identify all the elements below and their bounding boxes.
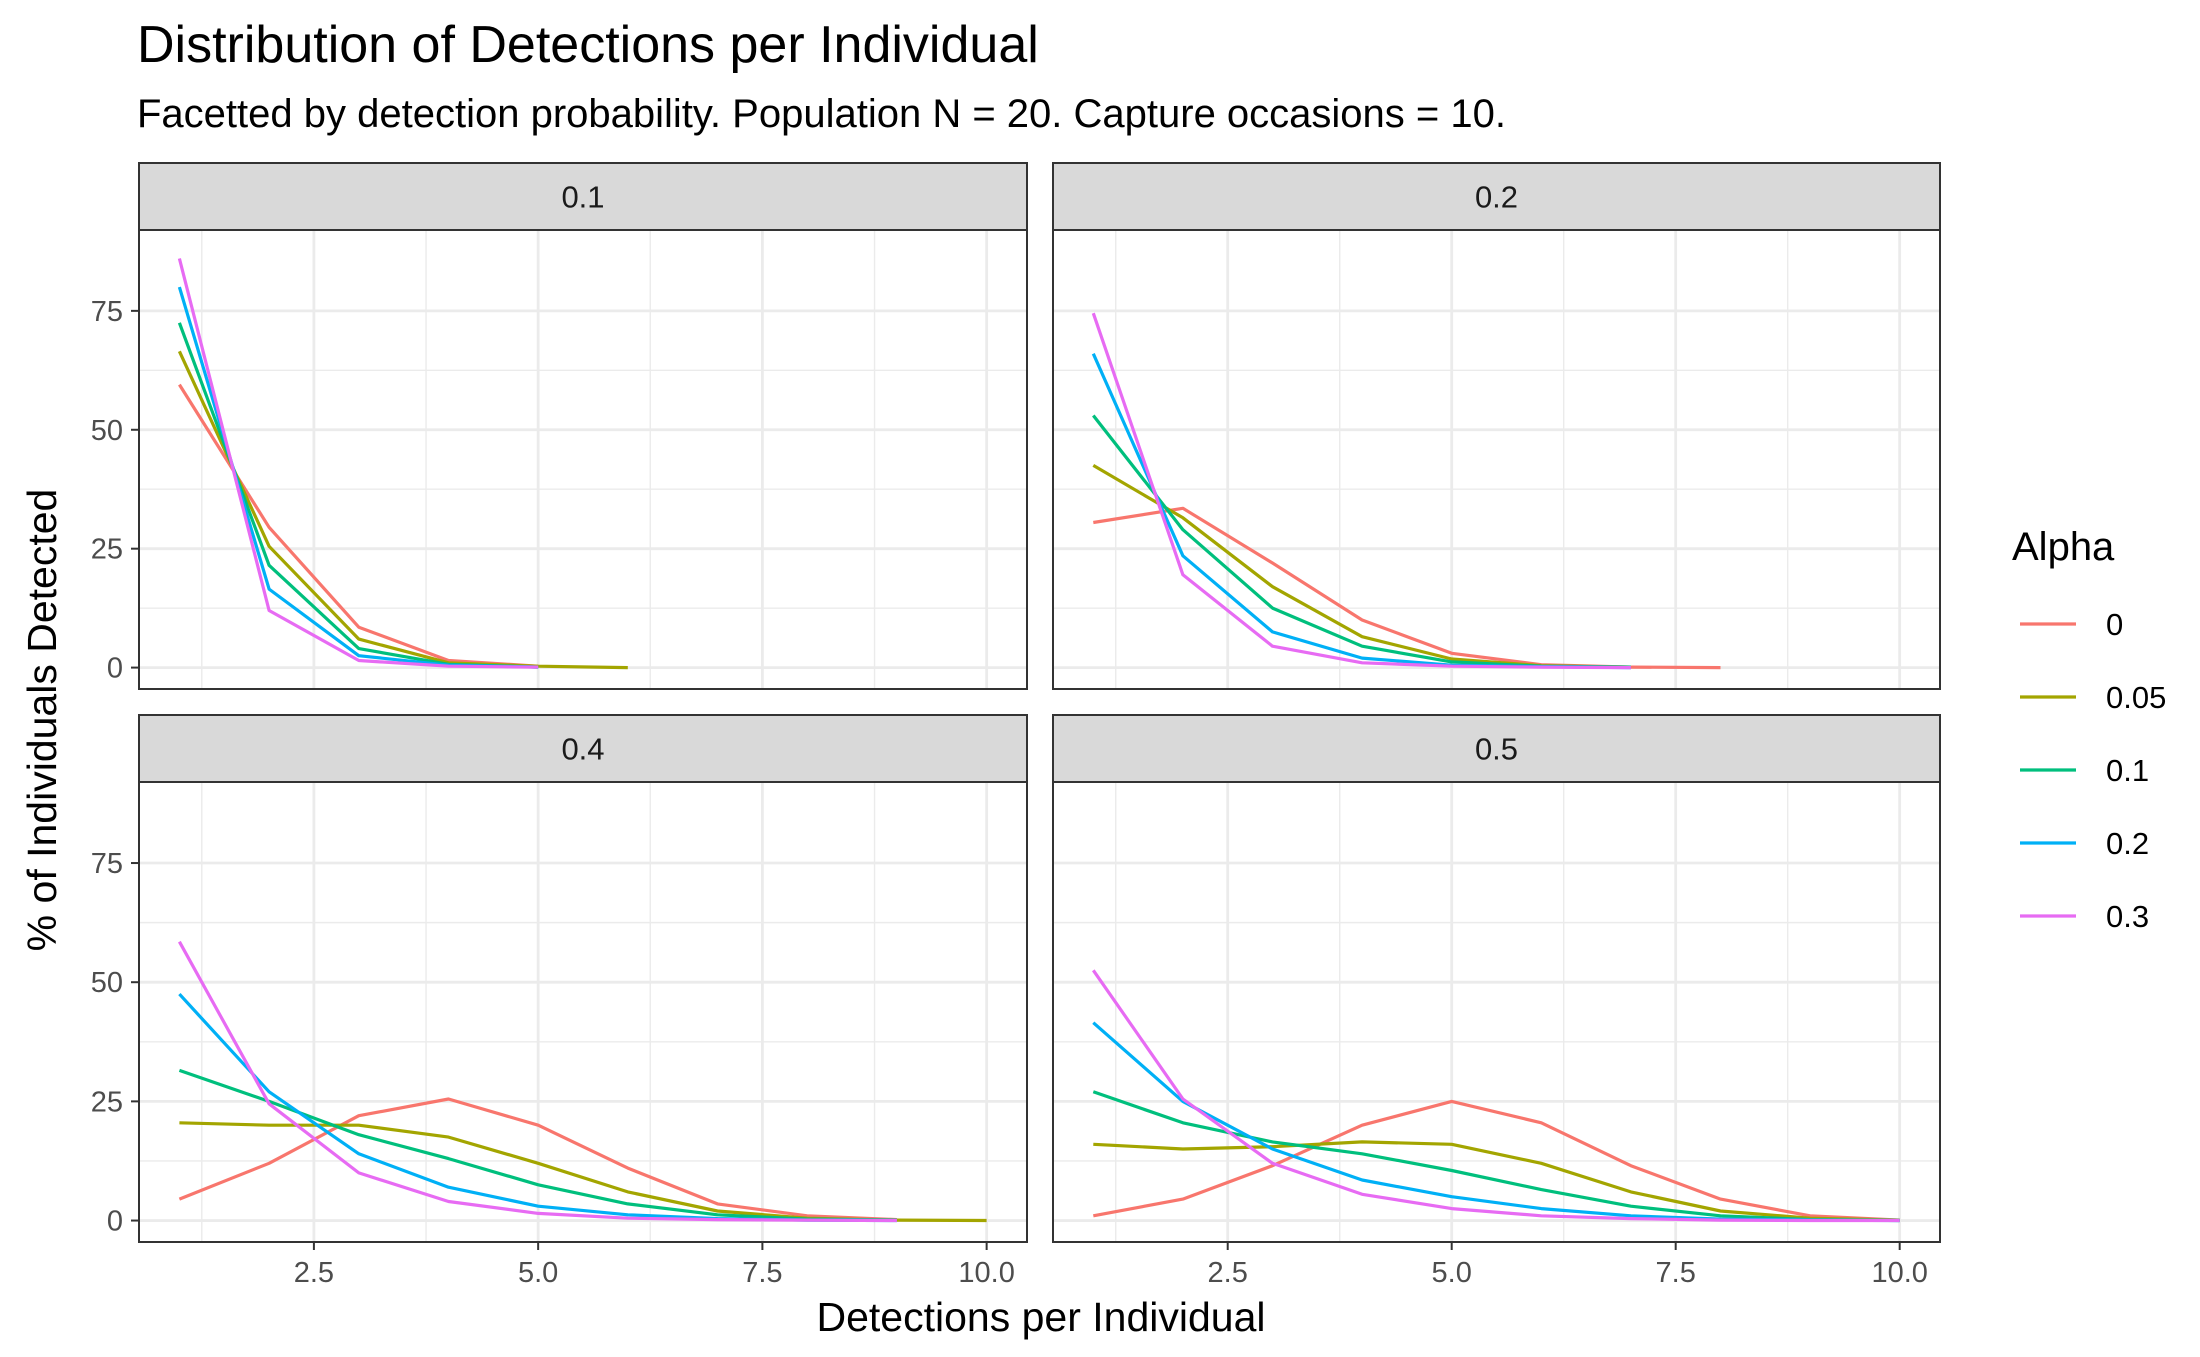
plot-background <box>1053 230 1940 689</box>
plot-background <box>1053 782 1940 1242</box>
legend-label: 0 <box>2106 607 2123 642</box>
x-tick-label: 10.0 <box>1871 1257 1927 1289</box>
y-tick-label: 50 <box>91 415 123 447</box>
facet-panel: 0.4 0 25 50 75 2.5 5.0 7.5 10.0 <box>91 714 1028 1289</box>
y-tick-label: 25 <box>91 534 123 566</box>
facet-strip <box>1052 714 1941 783</box>
panel-border <box>138 781 1028 1243</box>
series-line-alpha-0_3 <box>1091 312 1631 670</box>
series-line-alpha-0_3 <box>1091 969 1900 1223</box>
facet-strip-label: 0.4 <box>561 732 604 767</box>
series-line-alpha-0 <box>178 1097 897 1222</box>
panel-border <box>1052 781 1941 1243</box>
y-tick-label: 75 <box>91 848 123 880</box>
facet-strip <box>138 714 1028 783</box>
legend-label: 0.2 <box>2106 826 2149 861</box>
facet-strip-label: 0.2 <box>1475 180 1518 215</box>
y-tick-label: 0 <box>107 653 123 685</box>
facet-panel: 0.1 0 25 50 75 <box>91 162 1028 690</box>
plot-background <box>139 782 1027 1242</box>
legend: Alpha 0 0.05 0.1 0.2 0.3 <box>2012 525 2166 934</box>
plot-background <box>139 230 1027 689</box>
series-line-alpha-0_05 <box>1093 1140 1900 1222</box>
x-tick-label: 5.0 <box>1432 1257 1472 1289</box>
y-tick-label: 25 <box>91 1086 123 1118</box>
x-tick-label: 5.0 <box>518 1257 558 1289</box>
x-tick-label: 2.5 <box>294 1257 334 1289</box>
series-line-alpha-0 <box>1093 1099 1900 1222</box>
y-tick-label: 0 <box>107 1206 123 1238</box>
panel-border <box>1052 229 1941 690</box>
facet-panel: 0.2 <box>1052 162 1941 690</box>
facet-strip-label: 0.1 <box>561 180 604 215</box>
chart-title: Distribution of Detections per Individua… <box>137 16 1039 74</box>
x-tick-label: 2.5 <box>1208 1257 1248 1289</box>
facet-panel: 0.5 2.5 5.0 7.5 10.0 <box>1052 714 1941 1289</box>
y-tick-label: 50 <box>91 967 123 999</box>
panel-border <box>138 229 1028 690</box>
facet-panels: 0.1 0 25 50 75 0.2 0.4 0 25 50 75 2.5 5.0 7.5 10.0 0.5 2… <box>91 162 1941 1289</box>
y-axis-title: % of Individuals Detected <box>19 489 65 952</box>
legend-label: 0.3 <box>2106 899 2149 934</box>
series-line-alpha-0_05 <box>177 350 628 670</box>
facet-strip-label: 0.5 <box>1475 732 1518 767</box>
facet-strip <box>138 162 1028 231</box>
chart-subtitle: Facetted by detection probability. Popul… <box>137 92 1506 136</box>
y-tick-label: 75 <box>91 296 123 328</box>
facet-strip <box>1052 162 1941 231</box>
legend-label: 0.1 <box>2106 753 2149 788</box>
x-axis-title: Detections per Individual <box>817 1294 1266 1340</box>
legend-title: Alpha <box>2012 525 2115 569</box>
x-tick-label: 7.5 <box>1656 1257 1696 1289</box>
x-tick-label: 10.0 <box>958 1257 1014 1289</box>
x-tick-label: 7.5 <box>742 1257 782 1289</box>
legend-label: 0.05 <box>2106 680 2166 715</box>
series-line-alpha-0_3 <box>178 940 897 1223</box>
series-line-alpha-0_3 <box>177 258 539 669</box>
